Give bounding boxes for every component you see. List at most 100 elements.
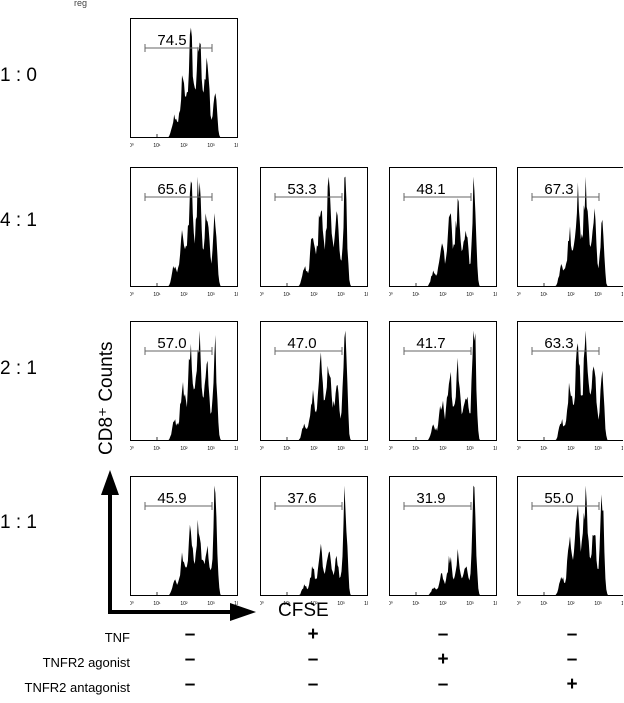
- x-tick-label: 10²: [310, 446, 318, 452]
- condition-sign-r3-c3: –: [428, 674, 458, 696]
- x-tick-label: 10³: [466, 601, 474, 607]
- condition-sign-r3-c4: +: [557, 674, 587, 696]
- percent-label-r4-c4: 55.0: [544, 490, 573, 507]
- histogram-panel-r3-c4: 10⁰ 10¹ 10² 10³ 10⁴ 63.3: [513, 322, 624, 453]
- percent-label-r3-c1: 57.0: [157, 335, 186, 352]
- percent-label-r1-c1: 74.5: [157, 32, 186, 49]
- condition-label-tnf: TNF: [105, 630, 130, 645]
- x-tick-label: 10⁰: [513, 292, 521, 298]
- x-tick-label: 10⁴: [234, 143, 242, 149]
- percent-label-r2-c4: 67.3: [544, 181, 573, 198]
- histogram-panel-r2-c3: 10⁰ 10¹ 10² 10³ 10⁴ 48.1: [385, 168, 501, 299]
- percent-label-r4-c3: 31.9: [416, 490, 445, 507]
- x-tick-label: 10²: [180, 601, 188, 607]
- condition-label-tnfr2-agonist: TNFR2 agonist: [43, 655, 130, 670]
- histogram-panel-r2-c2: 10⁰ 10¹ 10² 10³ 10⁴ 53.3: [256, 168, 372, 299]
- x-tick-label: 10³: [466, 292, 474, 298]
- x-tick-label: 10⁰: [513, 446, 521, 452]
- x-tick-label: 10³: [337, 292, 345, 298]
- histogram-panel-r4-c3: 10⁰ 10¹ 10² 10³ 10⁴ 31.9: [385, 477, 501, 608]
- x-tick-label: 10¹: [283, 292, 291, 298]
- x-tick-label: 10⁴: [493, 601, 501, 607]
- x-tick-label: 10⁰: [513, 601, 521, 607]
- condition-sign-r3-c2: –: [298, 674, 328, 696]
- x-tick-label: 10⁰: [126, 601, 134, 607]
- percent-label-r3-c4: 63.3: [544, 335, 573, 352]
- histogram-panel-r1-c1: 10⁰ 10¹ 10² 10³ 10⁴ 74.5: [126, 19, 242, 150]
- x-tick-label: 10¹: [412, 446, 420, 452]
- histogram-panel-r2-c4: 10⁰ 10¹ 10² 10³ 10⁴ 67.3: [513, 168, 624, 299]
- condition-sign-r1-c2: +: [298, 624, 328, 646]
- x-tick-label: 10⁴: [493, 446, 501, 452]
- x-tick-label: 10²: [567, 601, 575, 607]
- x-tick-label: 10⁴: [234, 446, 242, 452]
- x-tick-label: 10³: [207, 292, 215, 298]
- histogram-panel-r3-c3: 10⁰ 10¹ 10² 10³ 10⁴ 41.7: [385, 322, 501, 453]
- x-tick-label: 10⁰: [126, 292, 134, 298]
- x-tick-label: 10⁰: [126, 143, 134, 149]
- x-tick-label: 10³: [207, 601, 215, 607]
- x-tick-label: 10³: [594, 292, 602, 298]
- x-tick-label: 10⁰: [385, 292, 393, 298]
- x-tick-label: 10³: [207, 446, 215, 452]
- x-tick-label: 10³: [594, 601, 602, 607]
- x-tick-label: 10²: [567, 292, 575, 298]
- percent-label-r3-c3: 41.7: [416, 335, 445, 352]
- x-tick-label: 10¹: [412, 601, 420, 607]
- percent-label-r2-c1: 65.6: [157, 181, 186, 198]
- percent-label-r3-c2: 47.0: [287, 335, 316, 352]
- histogram-panel-r4-c2: 10⁰ 10¹ 10² 10³ 10⁴ 37.6: [256, 477, 372, 608]
- x-axis-label: CFSE: [278, 600, 329, 622]
- histogram-panel-r4-c4: 10⁰ 10¹ 10² 10³ 10⁴ 55.0: [513, 477, 624, 608]
- x-tick-label: 10⁰: [256, 292, 264, 298]
- percent-label-r2-c3: 48.1: [416, 181, 445, 198]
- condition-sign-r3-c1: –: [175, 674, 205, 696]
- x-tick-label: 10²: [180, 446, 188, 452]
- x-tick-label: 10²: [439, 601, 447, 607]
- x-tick-label: 10¹: [153, 601, 161, 607]
- x-tick-label: 10²: [180, 292, 188, 298]
- x-tick-label: 10³: [337, 601, 345, 607]
- x-axis-arrowhead: [230, 603, 256, 621]
- x-tick-label: 10¹: [283, 446, 291, 452]
- x-tick-label: 10¹: [540, 292, 548, 298]
- condition-sign-r1-c4: –: [557, 624, 587, 646]
- x-tick-label: 10⁰: [385, 601, 393, 607]
- histogram-panel-r2-c1: 10⁰ 10¹ 10² 10³ 10⁴ 65.6: [126, 168, 242, 299]
- condition-label-tnfr2-antagonist: TNFR2 antagonist: [25, 680, 131, 695]
- y-axis-arrowhead: [101, 470, 119, 495]
- x-tick-label: 10⁴: [364, 446, 372, 452]
- condition-sign-r2-c3: +: [428, 649, 458, 671]
- x-tick-label: 10²: [439, 292, 447, 298]
- histogram-panel-r4-c1: 10⁰ 10¹ 10² 10³ 10⁴ 45.9: [126, 477, 242, 608]
- x-tick-label: 10¹: [153, 446, 161, 452]
- x-tick-label: 10³: [594, 446, 602, 452]
- condition-sign-r2-c4: –: [557, 649, 587, 671]
- condition-sign-r1-c3: –: [428, 624, 458, 646]
- x-tick-label: 10³: [337, 446, 345, 452]
- x-tick-label: 10¹: [153, 143, 161, 149]
- x-tick-label: 10³: [466, 446, 474, 452]
- x-tick-label: 10⁴: [364, 292, 372, 298]
- histogram-panel-r3-c2: 10⁰ 10¹ 10² 10³ 10⁴ 47.0: [256, 322, 372, 453]
- x-tick-label: 10¹: [153, 292, 161, 298]
- x-tick-label: 10⁰: [256, 446, 264, 452]
- x-tick-label: 10⁴: [493, 292, 501, 298]
- histogram-panel-r3-c1: 10⁰ 10¹ 10² 10³ 10⁴57.0: [126, 322, 242, 453]
- percent-label-r4-c2: 37.6: [287, 490, 316, 507]
- x-tick-label: 10¹: [412, 292, 420, 298]
- x-tick-label: 10¹: [540, 446, 548, 452]
- x-tick-label: 10²: [310, 292, 318, 298]
- condition-sign-r2-c2: –: [298, 649, 328, 671]
- x-tick-label: 10¹: [540, 601, 548, 607]
- y-axis-label: CD8⁺ Counts: [95, 341, 118, 455]
- x-tick-label: 10²: [567, 446, 575, 452]
- x-tick-label: 10²: [439, 446, 447, 452]
- percent-label-r2-c2: 53.3: [287, 181, 316, 198]
- x-tick-label: 10⁴: [364, 601, 372, 607]
- x-tick-label: 10²: [180, 143, 188, 149]
- x-tick-label: 10³: [207, 143, 215, 149]
- x-tick-label: 10⁰: [385, 446, 393, 452]
